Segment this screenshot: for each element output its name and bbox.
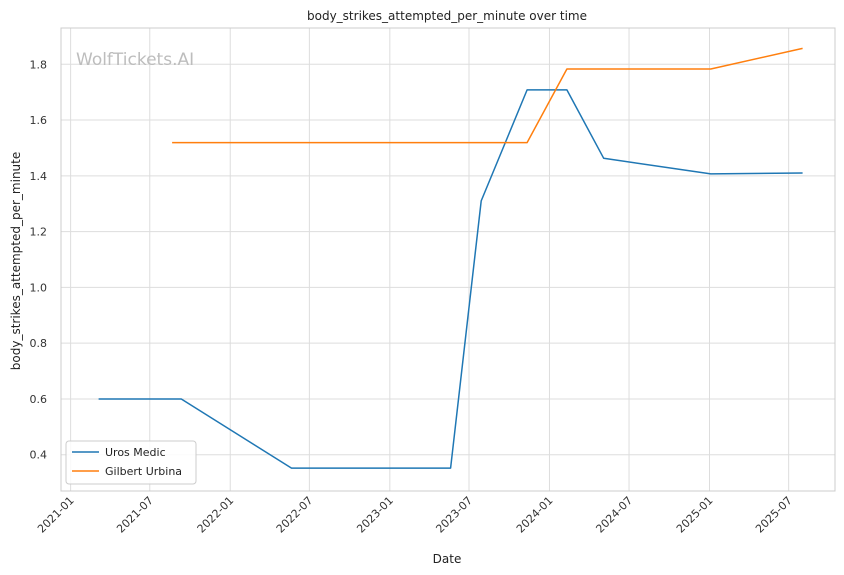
x-tick-label: 2025-07 [753, 494, 795, 536]
y-axis: 0.4 0.6 0.8 1.0 1.2 1.4 1.6 1.8 [30, 58, 48, 461]
series-line-uros-medic [98, 89, 803, 469]
x-tick-label: 2022-01 [195, 494, 237, 536]
x-tick-label: 2023-07 [433, 494, 475, 536]
y-tick-label: 1.4 [30, 170, 48, 183]
y-tick-label: 1.0 [30, 281, 48, 294]
plot-area [60, 27, 836, 492]
x-tick-label: 2021-07 [114, 494, 156, 536]
chart-title: body_strikes_attempted_per_minute over t… [307, 9, 587, 23]
y-tick-label: 0.8 [30, 337, 48, 350]
x-tick-label: 2022-07 [274, 494, 316, 536]
x-tick-label: 2021-01 [35, 494, 77, 536]
x-tick-label: 2025-01 [674, 494, 716, 536]
x-tick-label: 2024-01 [514, 494, 556, 536]
grid [61, 28, 835, 491]
x-tick-label: 2023-01 [354, 494, 396, 536]
y-tick-label: 1.8 [30, 58, 48, 71]
x-tick-label: 2024-07 [593, 494, 635, 536]
y-tick-label: 0.4 [30, 449, 48, 462]
legend-label-uros-medic: Uros Medic [105, 446, 166, 459]
legend-label-gilbert-urbina: Gilbert Urbina [105, 465, 182, 478]
y-tick-label: 1.2 [30, 226, 48, 239]
series-line-gilbert-urbina [172, 47, 803, 144]
y-tick-label: 1.6 [30, 114, 48, 127]
x-axis-title: Date [433, 552, 462, 566]
y-tick-label: 0.6 [30, 393, 48, 406]
legend: Uros Medic Gilbert Urbina [65, 440, 197, 485]
x-axis: 2021-01 2021-07 2022-01 2022-07 2023-01 2023-… [35, 494, 795, 536]
y-axis-title: body_strikes_attempted_per_minute [9, 152, 23, 370]
watermark: WolfTickets.AI [76, 50, 194, 70]
series-lines [98, 47, 803, 469]
